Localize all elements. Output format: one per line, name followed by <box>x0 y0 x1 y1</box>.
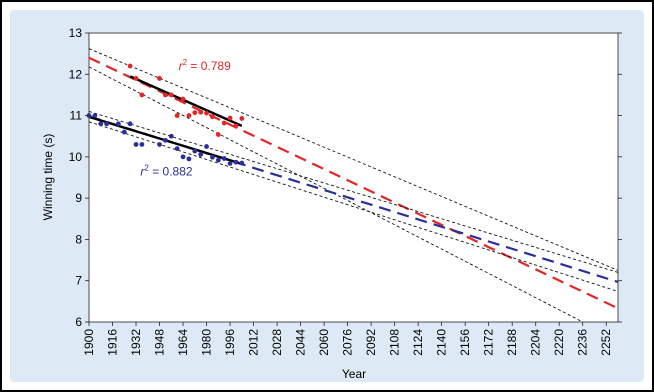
women-data-point <box>168 92 174 98</box>
r-squared-value: = 0.789 <box>187 59 231 73</box>
x-tick-label: 2172 <box>482 329 496 356</box>
y-tick-label: 13 <box>69 26 83 40</box>
y-tick-label: 6 <box>75 315 82 329</box>
y-tick-label: 12 <box>69 67 83 81</box>
x-tick-label: 1996 <box>223 329 237 356</box>
y-tick-label: 10 <box>69 150 83 164</box>
r-symbol: r <box>179 59 184 73</box>
women-data-point <box>163 92 168 98</box>
men-data-point <box>92 113 98 118</box>
men-ci-lower-line <box>88 121 619 292</box>
x-tick-label: 1980 <box>200 329 214 356</box>
women-data-point <box>204 110 209 116</box>
x-tick-label: 2156 <box>458 329 472 356</box>
men-ci-upper-line <box>88 111 619 273</box>
y-tick-label: 11 <box>70 109 83 123</box>
men-data-point <box>233 159 239 165</box>
x-tick-label: 1948 <box>153 329 167 356</box>
x-tick-label: 1916 <box>106 329 120 356</box>
men-data-point <box>192 148 198 154</box>
men-data-point <box>133 142 139 147</box>
x-tick-label: 2044 <box>294 329 308 356</box>
x-tick-label: 2092 <box>364 329 378 356</box>
x-axis-label: Year <box>342 367 366 381</box>
x-tick-label: 2204 <box>529 329 543 356</box>
plot-area <box>88 32 619 323</box>
men-data-point <box>174 146 180 152</box>
x-tick-label: 2060 <box>317 329 331 356</box>
men-extrapolation-line <box>88 115 619 284</box>
women-data-point <box>215 132 221 137</box>
women-data-point <box>192 110 198 116</box>
x-tick-label: 2108 <box>388 329 402 356</box>
women-data-point <box>133 76 139 81</box>
women-extrapolation-line <box>88 56 619 310</box>
men-data-point <box>104 121 110 127</box>
men-data-point <box>127 121 133 127</box>
x-tick-label: 1932 <box>129 329 143 356</box>
men-data-point <box>139 142 145 147</box>
women-data-point <box>127 63 133 69</box>
men-data-point <box>168 133 174 139</box>
x-tick-label: 2236 <box>576 329 590 356</box>
x-tick-label: 2220 <box>552 329 566 356</box>
men-data-point <box>210 154 215 160</box>
line-layer <box>88 48 619 323</box>
men-data-point <box>239 160 245 166</box>
point-layer <box>86 63 245 166</box>
men-data-point <box>186 156 192 162</box>
men-data-point <box>115 121 121 127</box>
r-squared-annotation: r2 = 0.882 <box>140 163 192 178</box>
men-data-point <box>227 161 233 166</box>
r-symbol: r <box>140 164 145 178</box>
women-data-point <box>157 76 162 81</box>
women-data-point <box>174 113 180 118</box>
men-data-point <box>121 129 127 135</box>
men-data-point <box>215 157 221 163</box>
y-axis-label: Winning time (s) <box>41 134 55 221</box>
x-tick-label: 1900 <box>82 329 96 356</box>
r-squared-value: = 0.882 <box>149 164 193 178</box>
women-data-point <box>227 115 233 121</box>
men-data-point <box>204 144 209 149</box>
women-data-point <box>210 114 215 120</box>
axis-layer: 6 7 8 9 10 11 12 13 1900 1916 1932 1948 1964 1980 1996… <box>69 26 622 356</box>
x-tick-label: 2188 <box>505 329 519 356</box>
women-data-point <box>239 116 245 121</box>
women-data-point <box>221 120 227 126</box>
y-tick-label: 9 <box>75 191 82 205</box>
x-tick-label: 2012 <box>247 329 261 356</box>
men-data-point <box>221 156 227 161</box>
y-tick-label: 7 <box>75 274 82 288</box>
women-ci-upper-line <box>88 48 619 271</box>
x-tick-label: 2124 <box>411 329 425 356</box>
women-fit-line <box>129 75 243 127</box>
men-data-point <box>180 154 186 160</box>
men-data-point <box>157 142 162 147</box>
x-tick-label: 2028 <box>270 329 284 356</box>
y-tick-label: 8 <box>75 232 82 246</box>
r-superscript: 2 <box>144 163 149 172</box>
women-data-point <box>198 109 204 115</box>
women-data-point <box>139 92 145 98</box>
men-data-point <box>98 121 104 127</box>
x-tick-label: 2140 <box>435 329 449 356</box>
women-data-point <box>233 123 239 129</box>
x-tick-label: 1964 <box>176 329 190 356</box>
x-tick-label: 2252 <box>599 329 613 356</box>
women-data-point <box>186 113 192 118</box>
men-data-point <box>163 137 168 143</box>
r-squared-annotation: r2 = 0.789 <box>179 58 231 73</box>
women-data-point <box>180 96 186 102</box>
r-superscript: 2 <box>183 58 188 67</box>
men-data-point <box>198 151 204 157</box>
x-tick-label: 2076 <box>341 329 355 356</box>
